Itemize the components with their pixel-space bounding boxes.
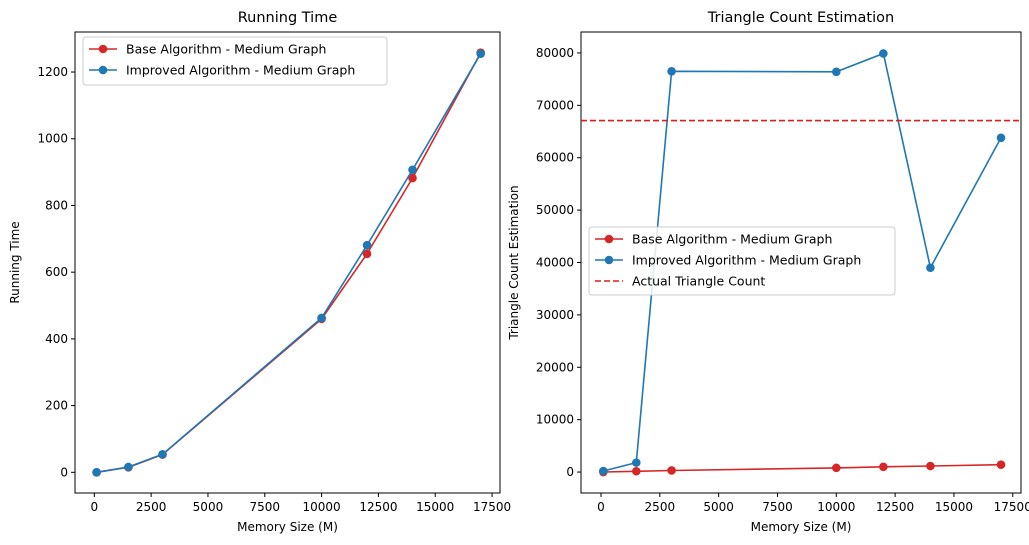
series-line-1 <box>603 463 1002 473</box>
x-axis-label: Memory Size (M) <box>237 520 338 534</box>
data-point <box>831 67 841 77</box>
legend-box <box>82 36 388 86</box>
data-point <box>926 461 935 471</box>
x-tick-label: 0 <box>90 500 98 514</box>
data-point <box>667 466 676 475</box>
y-tick-label: 400 <box>45 332 68 346</box>
legend: Base Algorithm - Medium Graph Improved Al… <box>82 36 388 86</box>
legend-entry: Actual Triangle Count <box>632 274 765 289</box>
y-tick-label: 1200 <box>37 65 68 79</box>
x-axis-label: Memory Size (M) <box>751 520 852 534</box>
legend-entry: Base Algorithm - Medium Graph <box>126 42 326 57</box>
x-tick-label: 10000 <box>817 500 855 514</box>
x-tick-label: 12500 <box>359 500 397 514</box>
y-tick-label: 20000 <box>536 360 574 374</box>
legend-entry: Improved Algorithm - Medium Graph <box>632 253 861 268</box>
data-point <box>362 249 372 259</box>
data-point <box>879 462 888 472</box>
y-tick-label: 800 <box>45 198 68 212</box>
chart-panel-1: 0 2500 5000 7500 10000 12500 15000 17500 0 200 400… <box>8 10 511 534</box>
x-tick-label: 15000 <box>935 500 973 514</box>
x-tick-label: 12500 <box>876 500 914 514</box>
x-tick-label: 17500 <box>994 500 1029 514</box>
data-point <box>158 450 167 459</box>
y-axis-label: Triangle Count Estimation <box>507 185 521 340</box>
legend-marker <box>604 255 614 265</box>
y-tick-label: 0 <box>566 465 574 479</box>
chart-title: Running Time <box>238 10 338 26</box>
data-point <box>599 466 608 476</box>
legend-marker <box>604 234 614 244</box>
x-tick-label: 5000 <box>193 500 224 514</box>
data-point <box>631 458 641 467</box>
y-tick-label: 600 <box>45 265 68 279</box>
y-tick-label: 1000 <box>37 132 68 146</box>
legend: Base Algorithm - Medium Graph Improved Al… <box>588 226 896 296</box>
data-point <box>926 263 935 273</box>
legend-box <box>588 226 896 296</box>
y-tick-label: 10000 <box>536 413 574 427</box>
x-tick-label: 2500 <box>136 500 167 514</box>
y-tick-label: 30000 <box>536 308 574 322</box>
data-point <box>408 165 417 175</box>
x-tick-label: 7500 <box>762 500 793 514</box>
data-point <box>124 462 133 472</box>
data-point <box>631 466 641 476</box>
legend-marker <box>98 44 108 54</box>
y-tick-label: 80000 <box>536 46 574 60</box>
y-tick-label: 60000 <box>536 151 574 165</box>
data-point <box>92 468 101 477</box>
plot-frame <box>74 31 501 494</box>
legend-entry: Base Algorithm - Medium Graph <box>632 232 832 247</box>
legend-marker <box>98 65 108 75</box>
y-tick-label: 0 <box>60 465 68 479</box>
data-point <box>317 313 326 323</box>
chart-panel-2: 0 2500 5000 7500 10000 12500 15000 17500 0 10000 2… <box>507 10 1029 534</box>
x-tick-label: 15000 <box>416 500 454 514</box>
data-point <box>362 240 372 250</box>
y-axis-label: Running Time <box>8 221 22 303</box>
x-tick-label: 2500 <box>645 500 676 514</box>
data-point <box>667 66 676 76</box>
x-tick-label: 10000 <box>302 500 340 514</box>
y-tick-label: 200 <box>45 399 68 413</box>
series-line-1 <box>96 52 482 474</box>
y-tick-label: 40000 <box>536 256 574 270</box>
data-point <box>408 173 417 183</box>
y-tick-label: 70000 <box>536 98 574 112</box>
chart-title: Triangle Count Estimation <box>707 10 894 26</box>
data-point <box>996 133 1006 143</box>
x-tick-label: 5000 <box>703 500 734 514</box>
x-tick-label: 17500 <box>473 500 511 514</box>
data-point <box>476 49 485 58</box>
y-tick-label: 50000 <box>536 203 574 217</box>
data-point <box>831 463 841 473</box>
series-line-2 <box>96 53 482 474</box>
x-tick-label: 7500 <box>249 500 280 514</box>
x-tick-label: 0 <box>597 500 605 514</box>
data-point <box>996 460 1006 470</box>
data-point <box>879 49 888 58</box>
legend-entry: Improved Algorithm - Medium Graph <box>126 63 355 78</box>
